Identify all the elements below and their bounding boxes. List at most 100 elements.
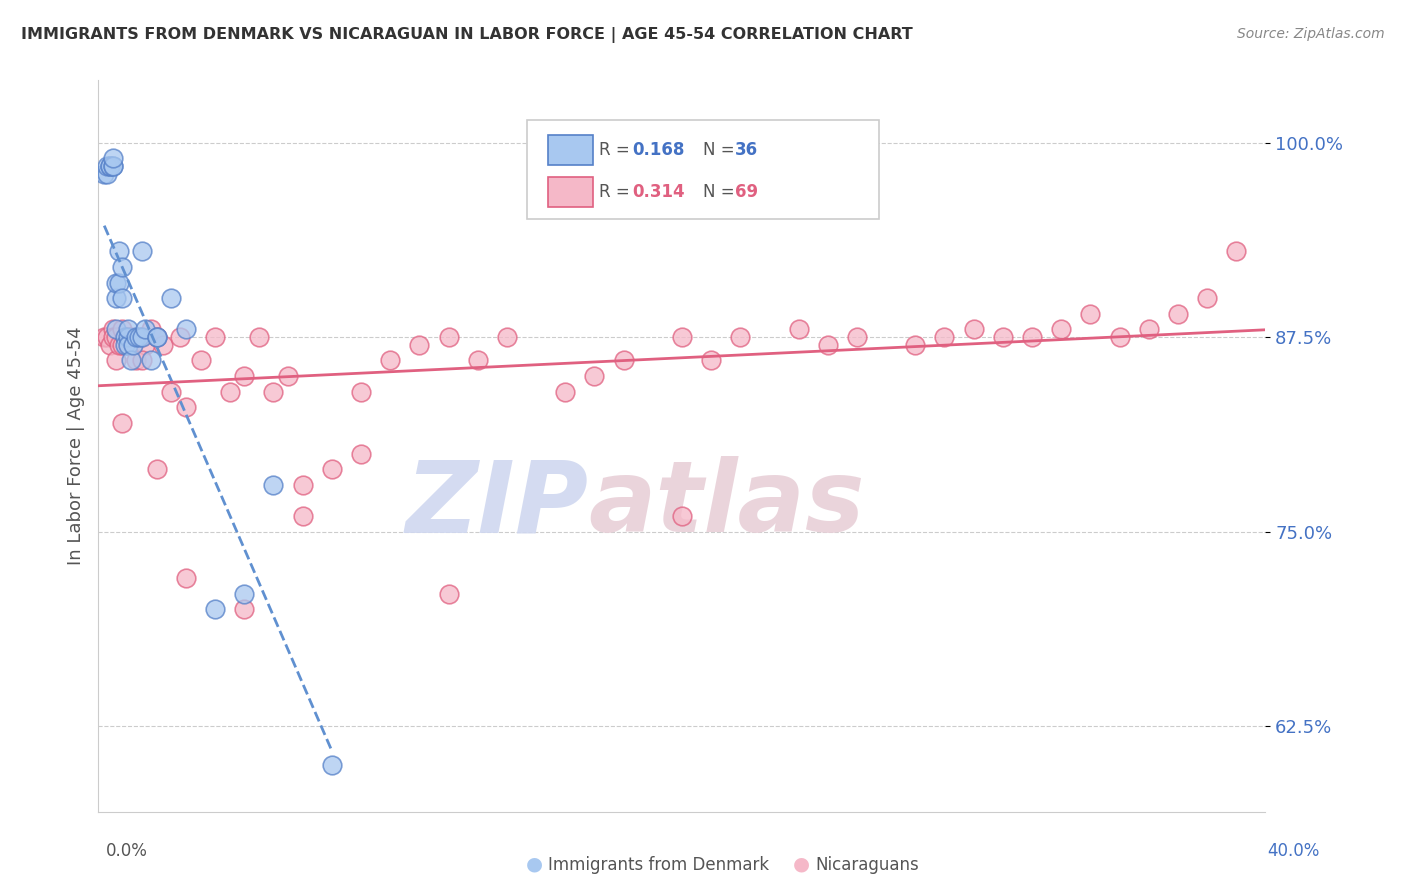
- Point: [101, 330, 124, 344]
- Point: [233, 587, 256, 601]
- Point: [125, 353, 148, 368]
- Point: [125, 330, 148, 344]
- Text: 0.168: 0.168: [633, 141, 685, 159]
- Point: [122, 338, 145, 352]
- Text: 0.314: 0.314: [633, 183, 685, 201]
- Point: [93, 330, 115, 344]
- Point: [101, 159, 124, 173]
- Point: [139, 353, 162, 368]
- Point: [190, 353, 212, 368]
- Point: [204, 330, 226, 344]
- Point: [96, 330, 118, 344]
- Text: N =: N =: [703, 183, 740, 201]
- Point: [111, 260, 134, 274]
- Point: [350, 447, 373, 461]
- Point: [98, 159, 121, 173]
- Point: [122, 338, 145, 352]
- Point: [467, 353, 489, 368]
- Point: [146, 330, 169, 344]
- Point: [1080, 307, 1102, 321]
- Point: [98, 338, 121, 352]
- Point: [131, 330, 153, 344]
- Point: [120, 330, 142, 344]
- Point: [583, 368, 606, 383]
- Point: [817, 338, 839, 352]
- Point: [169, 330, 191, 344]
- Y-axis label: In Labor Force | Age 45-54: In Labor Force | Age 45-54: [66, 326, 84, 566]
- Point: [98, 159, 121, 173]
- Point: [408, 338, 430, 352]
- Point: [160, 291, 183, 305]
- Text: ZIP: ZIP: [405, 456, 589, 553]
- Point: [1108, 330, 1130, 344]
- Point: [134, 338, 156, 352]
- Point: [96, 159, 118, 173]
- Point: [131, 330, 153, 344]
- Point: [730, 330, 752, 344]
- Point: [1225, 244, 1247, 259]
- Point: [437, 587, 460, 601]
- Text: Source: ZipAtlas.com: Source: ZipAtlas.com: [1237, 27, 1385, 41]
- Point: [101, 322, 124, 336]
- Point: [1021, 330, 1043, 344]
- Point: [612, 353, 634, 368]
- Point: [117, 330, 139, 344]
- Point: [218, 384, 240, 399]
- Point: [671, 509, 693, 524]
- Point: [437, 330, 460, 344]
- Point: [104, 276, 127, 290]
- Text: R =: R =: [599, 141, 636, 159]
- Point: [114, 338, 136, 352]
- Point: [117, 338, 139, 352]
- Text: atlas: atlas: [589, 456, 865, 553]
- Point: [671, 330, 693, 344]
- Text: 36: 36: [735, 141, 758, 159]
- Text: ●: ●: [793, 855, 810, 873]
- Point: [117, 338, 139, 352]
- Text: Immigrants from Denmark: Immigrants from Denmark: [548, 855, 769, 873]
- Point: [846, 330, 869, 344]
- Text: IMMIGRANTS FROM DENMARK VS NICARAGUAN IN LABOR FORCE | AGE 45-54 CORRELATION CHA: IMMIGRANTS FROM DENMARK VS NICARAGUAN IN…: [21, 27, 912, 43]
- Point: [128, 330, 150, 344]
- Point: [131, 353, 153, 368]
- Text: ●: ●: [526, 855, 543, 873]
- Point: [174, 322, 197, 336]
- Point: [962, 322, 984, 336]
- Point: [117, 322, 139, 336]
- Point: [787, 322, 810, 336]
- Point: [934, 330, 956, 344]
- Point: [146, 462, 169, 476]
- Point: [101, 159, 124, 173]
- Point: [350, 384, 373, 399]
- Point: [380, 353, 402, 368]
- Point: [247, 330, 270, 344]
- Text: N =: N =: [703, 141, 740, 159]
- Point: [1167, 307, 1189, 321]
- Point: [1195, 291, 1218, 305]
- Point: [104, 330, 127, 344]
- Point: [554, 384, 576, 399]
- Point: [991, 330, 1014, 344]
- Point: [174, 571, 197, 585]
- Point: [111, 416, 134, 430]
- Point: [111, 338, 134, 352]
- Point: [139, 322, 162, 336]
- Point: [104, 353, 127, 368]
- Point: [1050, 322, 1073, 336]
- Point: [108, 338, 131, 352]
- Point: [93, 167, 115, 181]
- Point: [146, 330, 169, 344]
- Text: 0.0%: 0.0%: [105, 842, 148, 860]
- Point: [104, 291, 127, 305]
- Point: [114, 330, 136, 344]
- Point: [204, 602, 226, 616]
- Point: [321, 758, 343, 772]
- Point: [262, 478, 284, 492]
- Point: [1137, 322, 1160, 336]
- Point: [321, 462, 343, 476]
- Point: [108, 276, 131, 290]
- Text: 69: 69: [735, 183, 758, 201]
- Point: [146, 330, 169, 344]
- Point: [233, 602, 256, 616]
- Point: [104, 322, 127, 336]
